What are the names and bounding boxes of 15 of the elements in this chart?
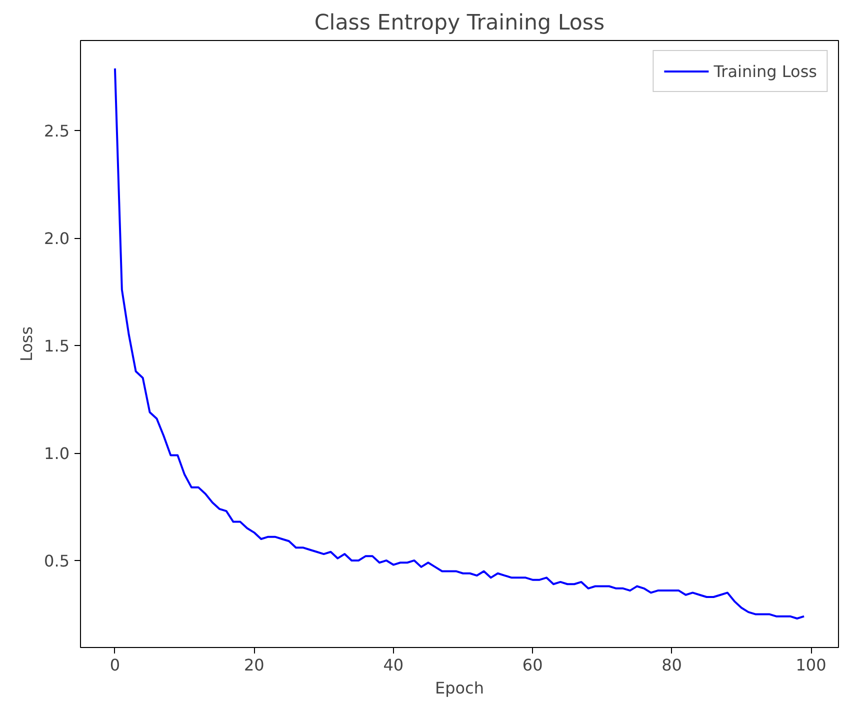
chart-title: Class Entropy Training Loss <box>314 10 605 36</box>
legend-label: Training Loss <box>714 62 817 80</box>
x-tick-label: 40 <box>383 656 404 674</box>
y-tick-label: 0.5 <box>44 551 70 570</box>
x-axis-title: Epoch <box>435 678 484 698</box>
x-tick-label: 20 <box>244 656 264 674</box>
x-tick-label: 60 <box>522 656 543 674</box>
y-tick-label: 2.0 <box>44 229 70 248</box>
y-tick-label: 1.5 <box>44 336 70 356</box>
y-axis-title: Loss <box>17 326 36 362</box>
x-tick-label: 100 <box>796 656 826 674</box>
x-tick-label: 0 <box>110 656 120 674</box>
y-tick-label: 2.5 <box>44 122 70 141</box>
x-tick-label: 80 <box>662 656 682 674</box>
y-tick-label: 1.0 <box>44 444 70 464</box>
